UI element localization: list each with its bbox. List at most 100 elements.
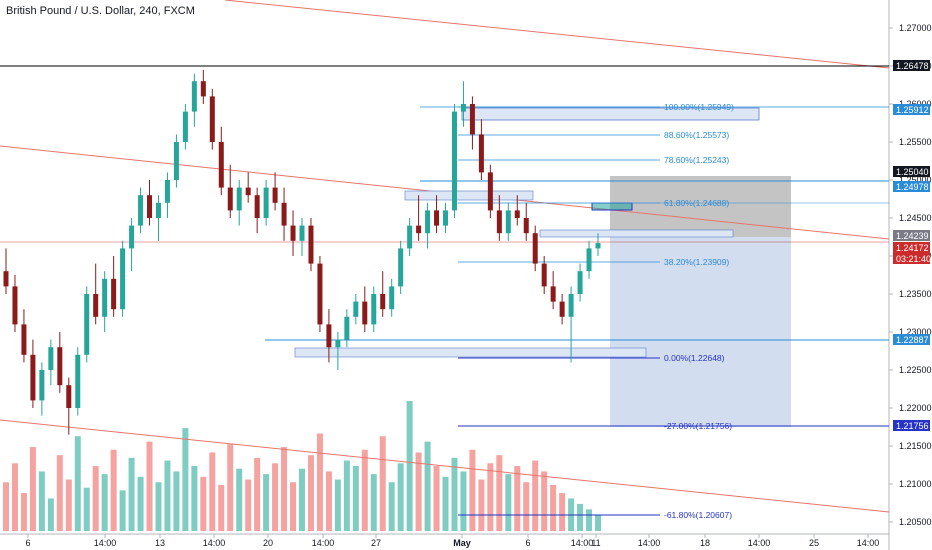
- candle-body: [209, 96, 215, 142]
- volume-bar: [541, 471, 548, 531]
- time-tick-label: 11: [591, 538, 600, 548]
- candle-body: [138, 195, 144, 226]
- candle-body: [290, 225, 296, 241]
- volume-bars: [3, 401, 601, 531]
- candle-body: [362, 301, 368, 325]
- candle-body: [326, 324, 332, 348]
- supply-zone-top[interactable]: [461, 107, 760, 121]
- candle-body: [469, 104, 475, 135]
- volume-bar: [56, 455, 63, 531]
- candle-body: [505, 210, 511, 234]
- candle-body: [443, 210, 449, 226]
- trendline-lower[interactable]: [0, 419, 890, 513]
- price-axis[interactable]: 1.270001.265001.260001.255001.250001.245…: [889, 23, 932, 527]
- entry-box[interactable]: [591, 202, 633, 211]
- fib-label: 78.60%(1.25243): [664, 155, 729, 165]
- volume-bar: [146, 441, 153, 531]
- volume-bar: [209, 452, 216, 531]
- candle-body: [200, 81, 206, 97]
- candle-body: [182, 111, 188, 142]
- volume-bar: [200, 476, 207, 531]
- candle-body: [317, 263, 323, 325]
- volume-bar: [236, 468, 243, 531]
- price-tag: 1.24172: [893, 242, 930, 253]
- candle-body: [425, 210, 431, 234]
- candle-body: [460, 104, 466, 112]
- price-tag-label: 1.21756: [896, 421, 929, 431]
- reward-zone[interactable]: [610, 237, 791, 427]
- candle-body: [308, 225, 314, 264]
- candle-body: [550, 286, 556, 302]
- candle-body: [164, 180, 170, 203]
- supply-zone-mid[interactable]: [404, 190, 534, 201]
- volume-bar: [3, 482, 9, 531]
- volume-bar: [191, 466, 198, 531]
- price-tag: 1.26478: [893, 60, 930, 71]
- price-tag-label: 1.25912: [896, 105, 929, 115]
- price-tags: 1.26478 1.25912 1.25040 1.24978 1.24239 1.241…: [893, 60, 931, 431]
- price-tag: 1.22887: [893, 334, 930, 345]
- candle-body: [299, 225, 305, 241]
- price-tag-label: 03:21:40: [896, 254, 931, 264]
- volume-bar: [38, 471, 45, 531]
- volume-bar: [11, 463, 18, 531]
- candle-body: [434, 210, 440, 226]
- candle-body: [532, 233, 538, 264]
- price-tag: 1.25040: [893, 166, 930, 177]
- volume-bar: [478, 479, 485, 531]
- candle-body: [487, 172, 493, 211]
- trendline-upper[interactable]: [224, 0, 890, 69]
- candle-body: [66, 385, 72, 408]
- fib-label: 88.60%(1.25573): [664, 130, 729, 140]
- volume-bar: [487, 463, 494, 531]
- price-tick-label: 1.25000: [899, 175, 932, 185]
- candle-body: [3, 271, 9, 287]
- volume-bar: [433, 466, 440, 531]
- volume-bar: [128, 457, 135, 531]
- volume-bar: [388, 482, 395, 531]
- time-tick-label: 27: [371, 538, 381, 548]
- time-tick-label: 20: [263, 538, 273, 548]
- volume-bar: [451, 457, 458, 531]
- volume-bar: [101, 474, 108, 531]
- time-tick-label: 14:00: [748, 538, 771, 548]
- risk-zone[interactable]: [610, 176, 791, 237]
- volume-bar: [316, 433, 323, 531]
- demand-zone[interactable]: [294, 347, 647, 358]
- volume-bar: [29, 447, 36, 531]
- candle-body: [407, 225, 413, 249]
- fibonacci-levels[interactable]: 100.00%(1.25949)88.60%(1.25573)78.60%(1.…: [420, 102, 889, 520]
- volume-bar: [155, 482, 162, 531]
- volume-bar: [325, 471, 332, 531]
- candle-body: [451, 111, 457, 211]
- volume-bar: [83, 487, 90, 531]
- supply-zone-lower[interactable]: [539, 229, 734, 238]
- candle-body: [514, 210, 520, 218]
- price-tag: 1.24239: [893, 230, 930, 241]
- candle-body: [254, 195, 260, 218]
- price-tick-label: 1.27000: [899, 23, 932, 33]
- volume-bar: [505, 474, 512, 531]
- time-tick-label: 14:00: [312, 538, 335, 548]
- price-tick-label: 1.23500: [899, 289, 932, 299]
- candle-body: [84, 294, 90, 355]
- candle-body: [398, 248, 404, 287]
- time-tick-label: 14:00: [857, 538, 880, 548]
- volume-bar: [523, 482, 530, 531]
- volume-bar: [20, 493, 27, 531]
- volume-bar: [424, 441, 431, 531]
- candle-body: [218, 142, 224, 188]
- volume-bar: [218, 484, 225, 531]
- volume-bar: [352, 466, 359, 531]
- volume-bar: [272, 463, 279, 531]
- price-tag-label: 1.24239: [896, 231, 929, 241]
- price-tag-label: 1.22887: [896, 335, 929, 345]
- price-tag-bg: [893, 230, 930, 241]
- price-tag: 1.21756: [893, 420, 930, 431]
- price-tick-label: 1.20500: [899, 517, 932, 527]
- candle-body: [496, 210, 502, 234]
- volume-bar: [92, 466, 99, 531]
- price-tag-bg: [893, 181, 930, 192]
